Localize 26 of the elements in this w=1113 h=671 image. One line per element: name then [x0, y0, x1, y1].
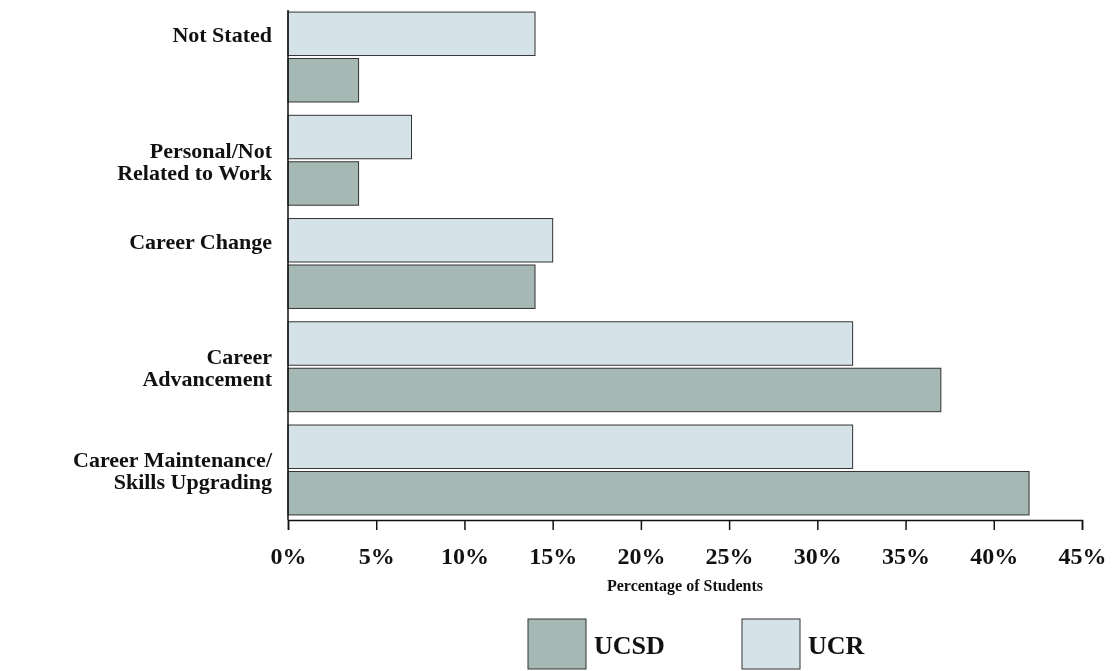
bar: [287, 161, 360, 206]
x-tick-label: 20%: [617, 543, 666, 570]
x-tick-label: 0%: [270, 543, 307, 570]
y-tick-label: Career Change: [129, 228, 273, 254]
x-tick-label: 30%: [793, 543, 842, 570]
x-axis-title: Percentage of Students: [606, 577, 764, 595]
x-tick-label: 10%: [440, 543, 489, 570]
x-tick-label: 15%: [529, 543, 578, 570]
bar: [287, 470, 1030, 516]
x-tick-label: 45%: [1058, 543, 1107, 570]
x-tick-label: 5%: [358, 543, 395, 570]
legend-label: UCSD: [594, 631, 665, 660]
bar: [287, 11, 536, 57]
y-tick-label: Not Stated: [172, 22, 272, 48]
bar: [287, 114, 413, 160]
legend-label: UCR: [808, 631, 865, 660]
y-tick-label: Career Maintenance/ Skills Upgrading: [73, 447, 273, 495]
bar: [287, 424, 854, 469]
x-tick-label: 40%: [970, 543, 1019, 570]
x-tick-label: 25%: [705, 543, 754, 570]
y-tick-label: Career Advancement: [142, 344, 273, 392]
x-tick-label: 35%: [882, 543, 931, 570]
y-tick-label: Personal/Not Related to Work: [117, 137, 273, 185]
bar: [287, 321, 854, 366]
bar: [287, 367, 942, 413]
bar: [287, 58, 360, 103]
